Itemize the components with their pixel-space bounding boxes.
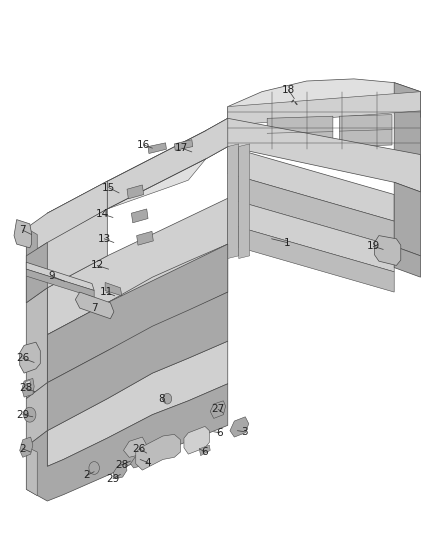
Polygon shape	[228, 92, 420, 125]
Text: 7: 7	[91, 303, 98, 313]
Text: 17: 17	[175, 143, 188, 153]
Polygon shape	[394, 182, 420, 256]
Polygon shape	[26, 269, 94, 297]
Polygon shape	[107, 118, 228, 209]
Polygon shape	[374, 236, 401, 265]
Text: 26: 26	[16, 353, 29, 363]
Text: 6: 6	[216, 428, 223, 438]
Polygon shape	[339, 115, 392, 147]
Text: 1: 1	[283, 238, 290, 247]
Polygon shape	[26, 383, 47, 447]
Text: 3: 3	[241, 427, 248, 437]
Circle shape	[163, 393, 172, 404]
Polygon shape	[199, 445, 210, 456]
Circle shape	[89, 462, 99, 474]
Polygon shape	[184, 426, 209, 454]
Polygon shape	[394, 83, 420, 192]
Polygon shape	[105, 282, 122, 296]
Polygon shape	[14, 220, 32, 248]
Polygon shape	[113, 464, 127, 479]
Polygon shape	[136, 434, 180, 470]
Text: 14: 14	[96, 209, 110, 219]
Polygon shape	[47, 181, 107, 243]
Text: 29: 29	[106, 474, 120, 483]
Text: 27: 27	[212, 405, 225, 414]
Polygon shape	[26, 228, 37, 262]
Polygon shape	[131, 209, 148, 223]
Text: 4: 4	[145, 458, 152, 467]
Text: 2: 2	[19, 444, 26, 454]
Text: 29: 29	[16, 410, 29, 419]
Polygon shape	[127, 185, 144, 199]
Polygon shape	[230, 417, 249, 437]
Polygon shape	[47, 118, 228, 243]
Polygon shape	[267, 116, 333, 150]
Polygon shape	[206, 118, 420, 192]
Polygon shape	[47, 244, 228, 383]
Polygon shape	[228, 224, 394, 292]
Text: 8: 8	[159, 394, 166, 403]
Polygon shape	[47, 292, 228, 431]
Polygon shape	[228, 198, 394, 272]
Text: 15: 15	[102, 183, 115, 192]
Polygon shape	[26, 209, 107, 303]
Polygon shape	[26, 181, 107, 256]
Text: 11: 11	[99, 287, 113, 297]
Polygon shape	[174, 140, 193, 150]
Text: 28: 28	[115, 460, 128, 470]
Polygon shape	[228, 144, 239, 259]
Text: 19: 19	[367, 241, 380, 251]
Polygon shape	[26, 384, 228, 501]
Polygon shape	[47, 341, 228, 466]
Polygon shape	[148, 143, 166, 154]
Polygon shape	[26, 262, 94, 290]
Polygon shape	[20, 342, 40, 373]
Text: 9: 9	[48, 271, 55, 281]
Polygon shape	[26, 447, 37, 496]
Polygon shape	[75, 292, 114, 319]
Polygon shape	[22, 378, 34, 397]
Polygon shape	[26, 288, 47, 399]
Text: 28: 28	[19, 383, 32, 393]
Polygon shape	[137, 231, 153, 245]
Polygon shape	[228, 147, 394, 221]
Text: 7: 7	[19, 225, 26, 235]
Polygon shape	[228, 79, 420, 132]
Polygon shape	[394, 246, 420, 277]
Text: 6: 6	[201, 447, 208, 457]
Polygon shape	[239, 144, 250, 259]
Polygon shape	[25, 381, 31, 384]
Text: 18: 18	[282, 85, 295, 94]
Polygon shape	[26, 243, 47, 303]
Polygon shape	[124, 437, 147, 457]
Text: 16: 16	[137, 140, 150, 150]
Polygon shape	[47, 244, 228, 383]
Polygon shape	[47, 198, 228, 335]
Circle shape	[24, 407, 36, 422]
Text: 12: 12	[91, 261, 104, 270]
Polygon shape	[228, 173, 394, 246]
Polygon shape	[20, 437, 33, 457]
Text: 26: 26	[133, 444, 146, 454]
Polygon shape	[210, 401, 226, 418]
Polygon shape	[131, 454, 144, 468]
Text: 13: 13	[98, 234, 111, 244]
Text: 2: 2	[83, 471, 90, 480]
